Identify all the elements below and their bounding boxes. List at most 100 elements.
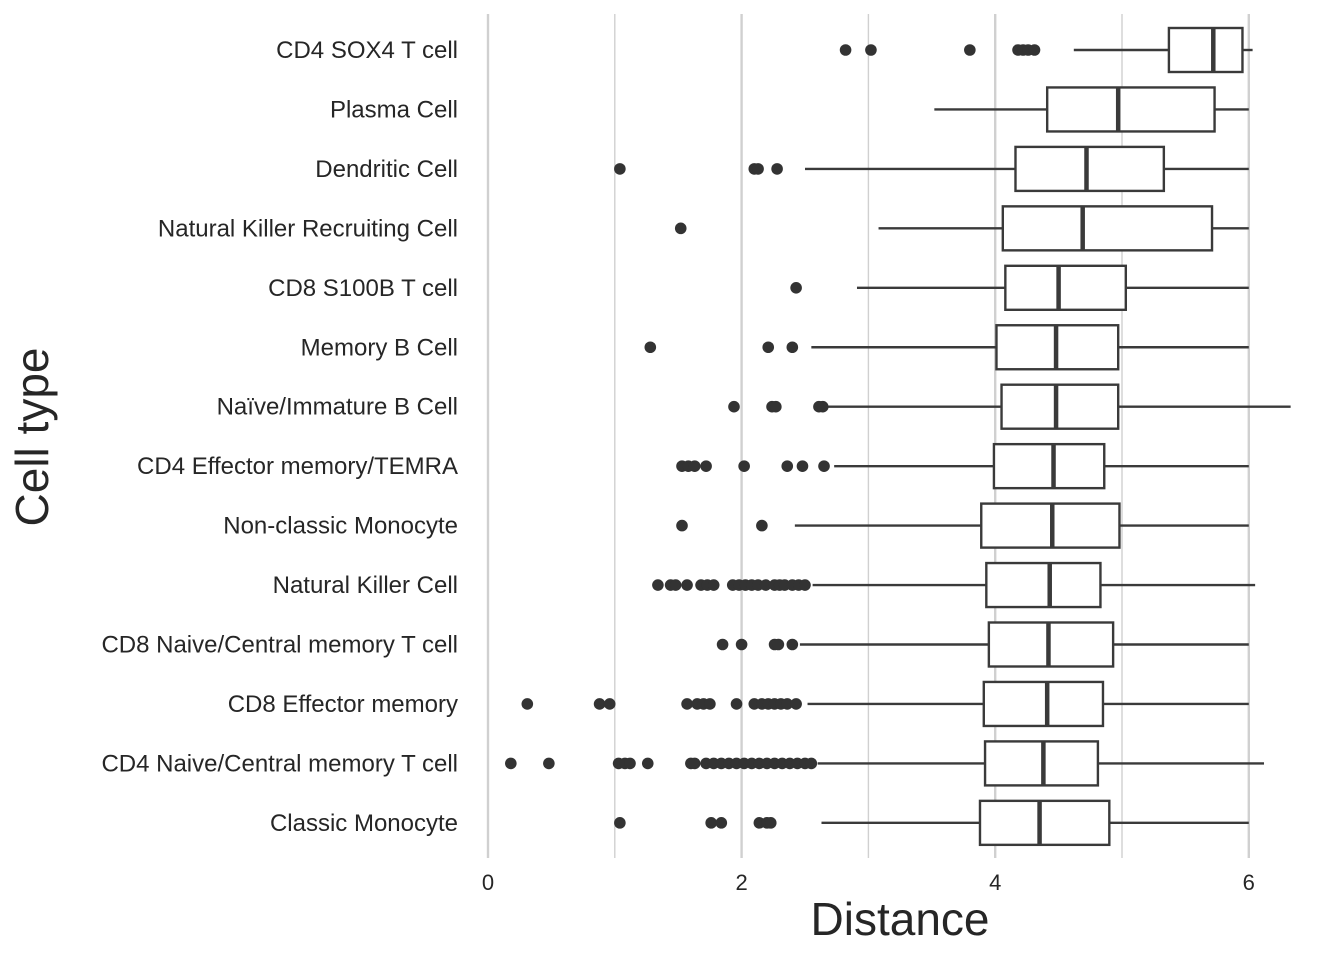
outlier-point [716, 638, 729, 651]
outlier-point [676, 519, 688, 532]
category-label: Naïve/Immature B Cell [217, 394, 458, 421]
box-series-8 [676, 502, 1249, 549]
interquartile-box [1001, 205, 1214, 252]
interquartile-box [982, 680, 1105, 728]
outlier-point [688, 757, 701, 770]
box-plots [505, 26, 1291, 847]
category-label: CD4 Naive/Central memory T cell [101, 750, 458, 777]
category-label: CD8 Effector memory [228, 691, 458, 718]
box-series-1 [934, 86, 1249, 133]
category-label: Memory B Cell [301, 334, 458, 361]
box-series-2 [614, 145, 1249, 193]
outlier-point [603, 698, 616, 710]
interquartile-box [1014, 145, 1166, 193]
category-label: Dendritic Cell [315, 156, 458, 183]
interquartile-box [987, 621, 1115, 668]
outlier-point [772, 638, 785, 651]
outlier-point [674, 222, 687, 235]
outlier-point [1028, 44, 1041, 56]
outlier-point [521, 698, 534, 710]
outlier-point [764, 817, 777, 829]
outlier-point [641, 757, 654, 770]
outlier-point [543, 757, 555, 770]
outlier-point [704, 698, 716, 710]
interquartile-box [1004, 264, 1128, 311]
outlier-point [735, 638, 748, 651]
outlier-point [796, 460, 809, 472]
x-tick-label: 0 [482, 870, 494, 895]
category-label: CD8 S100B T cell [268, 275, 458, 302]
outlier-point [756, 519, 768, 532]
outlier-point [681, 698, 693, 710]
grid-lines [486, 14, 1251, 858]
interquartile-box [1045, 86, 1216, 133]
box-series-9 [652, 561, 1256, 609]
outlier-point [786, 341, 799, 354]
category-label: CD4 Effector memory/TEMRA [137, 453, 458, 480]
x-tick-labels: 0 2 4 6 [482, 870, 1255, 895]
box-series-0 [839, 26, 1253, 74]
outlier-point [700, 460, 712, 472]
box-series-11 [521, 680, 1249, 728]
box-series-3 [674, 205, 1249, 252]
outlier-point [652, 579, 664, 591]
outlier-point [669, 579, 682, 591]
outlier-point [688, 460, 701, 472]
outlier-point [799, 579, 811, 591]
box-series-12 [505, 740, 1265, 787]
interquartile-box [1000, 383, 1120, 430]
outlier-point [593, 698, 606, 710]
category-label: Natural Killer Recruiting Cell [158, 215, 458, 242]
box-series-5 [644, 324, 1249, 371]
x-tick-label: 4 [989, 870, 1001, 895]
outlier-point [738, 460, 750, 472]
outlier-point [771, 163, 783, 175]
category-label: Natural Killer Cell [273, 572, 458, 599]
outlier-point [790, 698, 802, 710]
box-series-10 [716, 621, 1249, 668]
outlier-point [644, 341, 657, 354]
outlier-point [624, 757, 636, 770]
category-label: Non-classic Monocyte [223, 513, 458, 540]
interquartile-box [985, 561, 1102, 609]
outlier-point [964, 44, 976, 56]
outlier-point [681, 579, 693, 591]
interquartile-box [1167, 26, 1244, 74]
x-tick-label: 6 [1243, 870, 1255, 895]
outlier-point [715, 817, 728, 829]
outlier-point [505, 757, 517, 770]
box-series-4 [790, 264, 1249, 311]
outlier-point [614, 817, 626, 829]
category-label: CD4 SOX4 T cell [276, 37, 458, 64]
box-series-6 [728, 383, 1291, 430]
outlier-point [839, 44, 852, 56]
outlier-point [781, 698, 794, 710]
outlier-point [865, 44, 877, 56]
box-series-13 [614, 799, 1249, 847]
outlier-point [818, 460, 830, 472]
outlier-point [786, 638, 799, 651]
outlier-point [790, 282, 802, 294]
outlier-point [730, 698, 743, 710]
interquartile-box [992, 442, 1106, 490]
outlier-point [614, 163, 626, 175]
outlier-point [707, 579, 720, 591]
category-label: CD8 Naive/Central memory T cell [101, 632, 458, 659]
y-axis-title: Cell type [6, 348, 58, 527]
x-axis-title: Distance [811, 893, 990, 945]
outlier-point [752, 163, 764, 175]
outlier-point [770, 400, 782, 413]
outlier-point [805, 757, 818, 770]
outlier-point [762, 341, 775, 354]
outlier-point [781, 460, 794, 472]
interquartile-box [978, 799, 1111, 847]
outlier-point [728, 400, 740, 413]
box-series-7 [676, 442, 1249, 490]
outlier-point [759, 579, 772, 591]
outlier-point [705, 817, 717, 829]
x-tick-label: 2 [735, 870, 747, 895]
category-label: Classic Monocyte [270, 810, 458, 837]
category-labels: CD4 SOX4 T cell Plasma Cell Dendritic Cell… [101, 37, 458, 837]
